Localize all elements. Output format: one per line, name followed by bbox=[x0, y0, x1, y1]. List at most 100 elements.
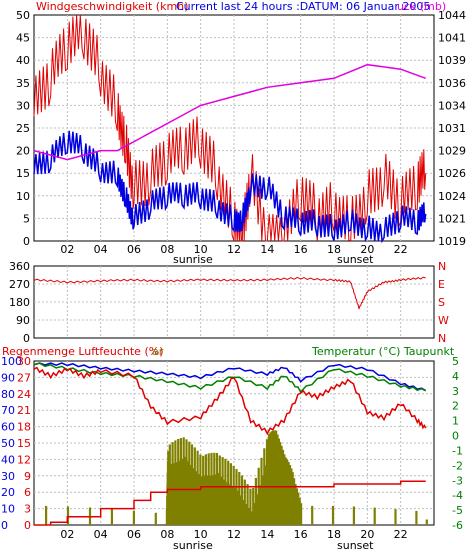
temperature-y-axis-labels: -6 -5 -4 -3 -2 -10 1 2 3 4 5 bbox=[452, 355, 463, 532]
rain-total-line bbox=[34, 480, 426, 526]
rain-rate-bar bbox=[178, 460, 181, 525]
rain-rate-bar bbox=[228, 484, 231, 525]
rain-rate-bar bbox=[246, 484, 249, 525]
rain-rate-bar bbox=[167, 465, 170, 525]
rain-rate-bar bbox=[168, 444, 171, 525]
wind-x-tick-label: 06 bbox=[127, 243, 141, 256]
pressure-line bbox=[33, 63, 426, 161]
rain-rate-bar bbox=[207, 453, 210, 525]
humidity-y-tick-label: 90 bbox=[1, 371, 15, 384]
rain-y-tick-label: 24 bbox=[17, 388, 31, 401]
rain-rate-bar bbox=[188, 441, 191, 525]
climate-x-tick-label: 16 bbox=[294, 528, 308, 541]
humidity-y-tick-label: 100 bbox=[1, 355, 22, 368]
rain-rate-bar bbox=[253, 503, 256, 525]
rain-rate-bar bbox=[264, 465, 267, 525]
gust-line bbox=[33, 130, 427, 244]
dewpoint-line bbox=[33, 366, 427, 436]
rain-rate-bar bbox=[174, 440, 177, 525]
temperature-y-tick-label: 1 bbox=[452, 415, 459, 428]
direction-y-tick-label: 0 bbox=[23, 332, 30, 345]
rain-y-tick-label: 3 bbox=[24, 503, 31, 516]
compass-tick-label: N bbox=[438, 332, 446, 345]
rain-rate-bar bbox=[189, 464, 192, 525]
rain-rate-bar bbox=[265, 439, 269, 525]
rain-rate-bar bbox=[154, 512, 157, 525]
rain-rate-bar bbox=[232, 466, 235, 525]
wind-x-axis-labels: 02 04 06 08 10 12 14 16 18 20 22 bbox=[60, 243, 407, 256]
rain-humidity-title: Regenmenge Luftfeuchte (%) bbox=[2, 345, 163, 358]
pressure-y-tick-label: 1019 bbox=[438, 235, 466, 248]
wind-y-tick-label: 35 bbox=[16, 77, 30, 90]
direction-panel-grid bbox=[34, 266, 434, 338]
rain-rate-bar bbox=[192, 468, 195, 525]
rain-rate-title-fragment: ar bbox=[152, 345, 164, 358]
pressure-y-tick-label: 1034 bbox=[438, 99, 466, 112]
direction-y-axis-labels: 0 90 180 270 360 bbox=[9, 260, 30, 345]
humidity-y-tick-label: 10 bbox=[1, 503, 15, 516]
rain-rate-bar bbox=[224, 458, 227, 525]
temperature-y-tick-label: 5 bbox=[452, 355, 459, 368]
rain-rate-bar bbox=[185, 439, 188, 525]
rain-rate-bar bbox=[260, 457, 263, 525]
rain-rate-bar bbox=[184, 456, 187, 525]
compass-tick-label: S bbox=[438, 296, 445, 309]
rain-rate-bar bbox=[295, 488, 298, 525]
pressure-title: uck (mb) bbox=[397, 0, 446, 13]
rain-rate-bar bbox=[261, 475, 264, 525]
climate-x-tick-label: 18 bbox=[327, 528, 341, 541]
climate-x-tick-label: 04 bbox=[94, 528, 108, 541]
rain-rate-bar bbox=[245, 504, 248, 525]
rain-rate-bar bbox=[177, 439, 180, 525]
temperature-y-tick-label: -5 bbox=[452, 504, 463, 517]
rain-rate-bar bbox=[221, 457, 224, 525]
wind-x-tick-label: 08 bbox=[160, 243, 174, 256]
wind-x-tick-label: 16 bbox=[294, 243, 308, 256]
rain-rate-bar bbox=[170, 463, 173, 525]
humidity-y-axis-labels: 0 10 20 30 40 50 60 70 80 90 100 bbox=[1, 355, 22, 532]
rain-rate-bar bbox=[211, 475, 214, 525]
rain-rate-bar bbox=[311, 505, 314, 525]
humidity-y-tick-label: 60 bbox=[1, 421, 15, 434]
humidity-y-tick-label: 20 bbox=[1, 486, 15, 499]
temperature-line bbox=[33, 362, 427, 394]
rain-rate-bar bbox=[202, 455, 205, 525]
rain-rate-bar bbox=[242, 499, 245, 525]
temperature-y-tick-label: -3 bbox=[452, 474, 463, 487]
rain-y-tick-label: 15 bbox=[17, 437, 31, 450]
compass-tick-label: E bbox=[438, 278, 445, 291]
rain-y-axis-labels: 0 3 6 9 12 15 18 21 24 27 30 bbox=[17, 355, 31, 532]
temperature-y-tick-label: -6 bbox=[452, 519, 463, 532]
wind-x-tick-label: 22 bbox=[394, 243, 408, 256]
wind-title: Windgeschwindigkeit (kmh) bbox=[36, 0, 188, 13]
rain-rate-bar bbox=[229, 463, 232, 525]
pressure-y-tick-label: 1036 bbox=[438, 77, 466, 90]
sunset-label-top: sunset bbox=[337, 253, 374, 266]
temperature-y-tick-label: -1 bbox=[452, 444, 463, 457]
temperature-y-tick-label: -2 bbox=[452, 459, 463, 472]
rain-y-tick-label: 6 bbox=[24, 486, 31, 499]
rain-rate-bar bbox=[352, 506, 355, 525]
rain-rate-bar bbox=[220, 476, 223, 525]
rain-rate-bar bbox=[218, 455, 221, 525]
wind-y-tick-label: 20 bbox=[16, 145, 30, 158]
rain-rate-bar bbox=[200, 476, 203, 525]
rain-rate-bar bbox=[222, 479, 226, 525]
rain-rate-bar bbox=[210, 452, 213, 525]
rain-rate-bar bbox=[171, 442, 174, 525]
rain-rate-bar bbox=[186, 461, 189, 525]
rain-rate-bar bbox=[425, 519, 428, 525]
direction-y-tick-label: 90 bbox=[16, 314, 30, 327]
wind-direction-line bbox=[33, 276, 426, 310]
rain-rate-bar bbox=[243, 479, 246, 525]
rain-rate-bar bbox=[394, 509, 397, 525]
rain-y-tick-label: 18 bbox=[17, 421, 31, 434]
pressure-y-tick-label: 1029 bbox=[438, 145, 466, 158]
rain-rate-bar bbox=[373, 507, 376, 525]
climate-x-tick-label: 12 bbox=[227, 528, 241, 541]
humidity-y-tick-label: 30 bbox=[1, 470, 15, 483]
rain-rate-bar bbox=[203, 475, 206, 525]
sunset-label-bottom: sunset bbox=[337, 539, 374, 551]
humidity-y-tick-label: 0 bbox=[1, 519, 8, 532]
